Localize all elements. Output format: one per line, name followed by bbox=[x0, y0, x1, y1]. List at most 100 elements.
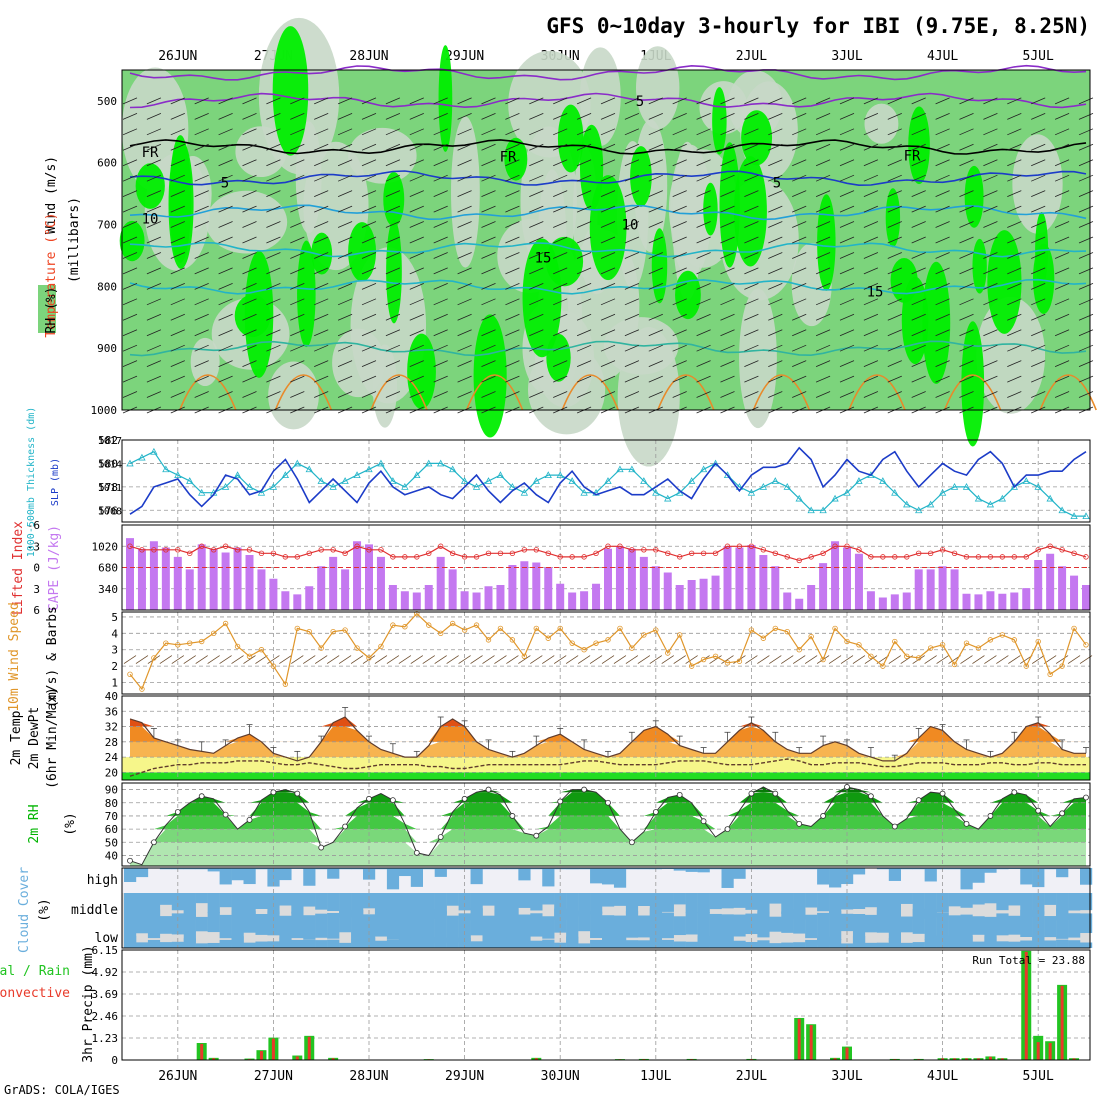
li-point bbox=[688, 550, 695, 557]
cloud-cell bbox=[398, 893, 412, 913]
wind-barb bbox=[696, 128, 711, 136]
wind-barb bbox=[529, 375, 544, 383]
wind-barb bbox=[553, 391, 568, 398]
thickness-point bbox=[1034, 483, 1042, 490]
cape-bar bbox=[472, 592, 481, 610]
wind-barb bbox=[815, 205, 831, 213]
cloud-cell bbox=[327, 868, 340, 879]
wind-barb bbox=[959, 97, 974, 105]
wind-barb bbox=[337, 128, 353, 136]
wind-barb bbox=[863, 205, 879, 213]
cape-bar bbox=[986, 591, 995, 610]
upper-ytick: 700 bbox=[97, 219, 117, 232]
wind-barb bbox=[720, 205, 735, 213]
cloud-cell bbox=[374, 909, 388, 922]
wind-barb bbox=[361, 190, 377, 198]
cloud-cell bbox=[1020, 940, 1033, 948]
thickness-ytick: 576 bbox=[98, 504, 118, 517]
wind-barb bbox=[624, 143, 640, 151]
wind-barb bbox=[839, 267, 855, 275]
wind-barb bbox=[553, 344, 568, 352]
rh-dry-area bbox=[235, 126, 287, 178]
wind-barb bbox=[672, 344, 687, 352]
wind-barb bbox=[553, 174, 568, 182]
rh-dry-area bbox=[617, 327, 680, 467]
cloud-cell bbox=[124, 935, 137, 948]
li-point bbox=[318, 547, 324, 553]
wind-barb bbox=[194, 267, 209, 275]
wind-barb bbox=[696, 159, 711, 167]
wind-barb bbox=[314, 344, 329, 352]
wind-barb bbox=[170, 329, 185, 337]
li-point bbox=[629, 547, 635, 553]
wind-barb bbox=[624, 313, 640, 321]
wind-barb bbox=[720, 391, 735, 398]
isotherm-label: 10 bbox=[622, 218, 639, 234]
wind-barb bbox=[624, 329, 640, 337]
cloud-level-label: low bbox=[95, 931, 119, 946]
isotherm-label: FR bbox=[500, 150, 517, 166]
wind-barb bbox=[911, 267, 926, 275]
wind10-point bbox=[724, 660, 731, 666]
wind-barb bbox=[768, 329, 783, 337]
cloud-cell bbox=[255, 914, 268, 922]
rh2m-point bbox=[246, 816, 253, 823]
wind-barb bbox=[983, 205, 998, 213]
wind-barb bbox=[1054, 313, 1070, 321]
wind-barb bbox=[959, 190, 974, 198]
rh2m-point bbox=[891, 823, 898, 830]
cloud-cell bbox=[159, 893, 173, 905]
temp-frame bbox=[121, 695, 1091, 781]
wind-barb bbox=[1078, 205, 1094, 213]
li-point bbox=[151, 547, 157, 553]
wind10-point bbox=[342, 627, 348, 633]
wind-barb bbox=[242, 236, 257, 244]
wind-barb bbox=[672, 159, 687, 167]
wind-barb bbox=[576, 128, 592, 136]
wind-barb bbox=[481, 236, 496, 244]
wind-barb bbox=[911, 143, 926, 151]
temp-ytick: 40 bbox=[105, 690, 118, 703]
wind-barb bbox=[290, 159, 305, 167]
cape-bar bbox=[1070, 575, 1079, 610]
isotherm-line bbox=[129, 278, 1087, 295]
cloud-cell bbox=[398, 868, 412, 877]
wind-barb bbox=[146, 329, 162, 337]
wind-barb bbox=[839, 282, 855, 290]
li-point bbox=[880, 554, 886, 560]
rh2m-point bbox=[413, 849, 420, 856]
wind-barb bbox=[337, 360, 353, 368]
cloud-cell bbox=[518, 935, 531, 948]
wind-barb bbox=[385, 97, 401, 105]
wind-barb bbox=[720, 128, 735, 136]
cloud-cell bbox=[924, 922, 937, 940]
wind10-point bbox=[210, 630, 217, 637]
wind10-point bbox=[545, 635, 551, 641]
wind-barb bbox=[696, 375, 711, 383]
precip-conv-bar bbox=[1060, 985, 1064, 1060]
wind-barb bbox=[122, 267, 138, 275]
wind-barb bbox=[935, 391, 950, 398]
cape-bar bbox=[1022, 588, 1031, 610]
wind10-barb bbox=[159, 655, 173, 664]
wind10-point bbox=[318, 645, 324, 651]
cloud-cell bbox=[159, 922, 173, 934]
wind-barb bbox=[600, 190, 616, 198]
thickness-point bbox=[915, 506, 923, 514]
wind10-point bbox=[820, 656, 826, 663]
wind-barb bbox=[170, 221, 185, 228]
wind-barb bbox=[576, 236, 592, 244]
wind-barb bbox=[170, 190, 185, 198]
wind10-point bbox=[306, 628, 312, 635]
wind-barb bbox=[935, 236, 950, 244]
wind-barb bbox=[935, 329, 950, 337]
wind-barb bbox=[576, 190, 592, 198]
wind-barb bbox=[959, 174, 974, 182]
cloud-cell bbox=[1020, 909, 1033, 922]
wind-barb bbox=[385, 221, 401, 228]
wind-barb bbox=[935, 221, 950, 228]
wind-barb bbox=[457, 252, 472, 259]
cloud-cell bbox=[733, 922, 746, 937]
wind-barb bbox=[505, 375, 520, 383]
isotherm-warm bbox=[752, 374, 811, 411]
